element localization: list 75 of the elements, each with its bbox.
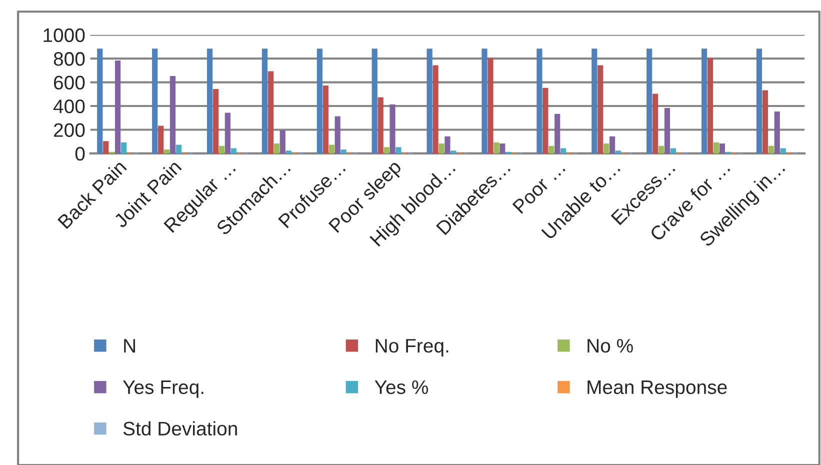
bar [713,142,720,154]
bar [262,48,268,154]
bar [719,144,725,154]
bar [494,142,500,154]
bar [670,148,676,154]
bar [609,136,616,154]
bar [268,71,274,154]
bar [97,48,103,154]
bar [780,148,786,154]
bar [212,89,219,154]
bar [768,146,774,154]
bar [378,97,384,154]
bar [658,146,664,154]
bar [756,48,762,154]
bar [450,150,456,154]
bar [432,65,438,154]
bar [664,108,670,154]
bar [500,144,506,154]
y-tick-label: 0 [75,146,85,161]
bar [444,136,450,154]
bar [206,48,213,154]
bar [646,48,652,154]
bar [334,116,340,154]
y-tick-label: 800 [54,52,85,66]
bar [592,48,598,154]
bar [615,150,622,154]
bar [701,48,708,154]
bar [438,144,444,154]
bar [114,60,121,154]
bar [426,48,432,154]
bar [164,149,170,154]
bar [103,141,109,154]
bar [652,94,658,154]
y-tick-label: 1000 [44,28,85,42]
y-tick-label: 600 [54,76,85,90]
y-tick-label: 400 [53,99,85,114]
bar [230,148,236,154]
legend-label: Yes Freq. [122,380,204,398]
legend-label: Mean Response [588,380,727,398]
bar [280,130,286,154]
bar [176,144,182,154]
legend-label: No Freq. [376,339,448,356]
bar [372,48,378,154]
bar [274,144,280,154]
bar [384,147,390,154]
bar [482,48,488,154]
legend-label: No % [588,338,633,353]
bar [322,85,328,154]
bar [604,144,610,154]
bar [774,112,780,154]
bar [598,65,604,154]
bar [707,58,714,154]
bar [170,76,176,154]
bar [316,48,322,154]
bar [120,142,127,154]
bar [554,114,560,154]
bar [548,146,554,154]
bar [218,146,225,154]
bar [396,147,402,154]
legend-label: N [124,339,135,352]
legend-label: Std Deviation [123,421,237,436]
bar [536,48,542,154]
bar [328,144,334,154]
bar [488,58,494,154]
bar [542,88,548,154]
bar [224,112,230,154]
bar [390,104,396,154]
bar [340,149,346,154]
legend-label: Yes % [374,380,428,394]
bar [762,90,768,154]
bar [286,150,292,154]
bar [152,48,158,154]
bar [158,126,164,154]
y-tick-label: 200 [54,123,85,137]
bar [560,148,566,154]
